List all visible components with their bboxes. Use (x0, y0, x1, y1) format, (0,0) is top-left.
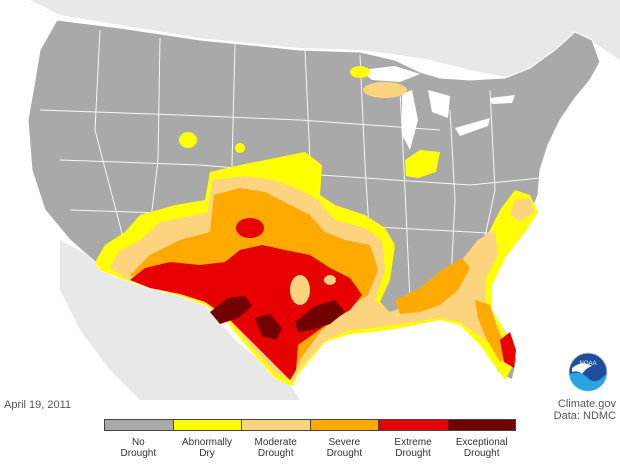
canada-land (0, 0, 620, 80)
legend-swatch-moderate (242, 420, 311, 430)
credit-source: Climate.gov (557, 398, 616, 410)
map-date: April 19, 2011 (4, 399, 72, 411)
credit-block: Climate.gov Data: NDMC (554, 398, 616, 422)
noaa-logo-text: NOAA (579, 361, 596, 367)
legend-swatch-no-drought (105, 420, 174, 430)
legend-swatch-extreme (379, 420, 448, 430)
moderate-pockets (290, 275, 336, 305)
legend-label-no-drought: No Drought (120, 437, 157, 459)
noaa-logo-icon: NOAA (568, 352, 608, 392)
drought-map (0, 0, 620, 400)
legend-label-extreme: Extreme Drought (394, 437, 432, 459)
legend-label-exceptional: Exceptional Drought (455, 437, 508, 459)
legend-label-severe: Severe Drought (326, 437, 363, 459)
map-canvas (0, 0, 620, 400)
mexico-land (60, 240, 300, 400)
great-lakes (360, 66, 515, 150)
legend-label-abnormally-dry: Abnormally Dry (181, 437, 233, 459)
legend-swatch-abnormally-dry (173, 420, 242, 430)
legend-labels: No Drought Abnormally Dry Moderate Drought … (104, 437, 516, 459)
credit-data: Data: NDMC (553, 410, 616, 422)
exceptional-drought-areas (210, 296, 345, 340)
legend-swatch-severe (310, 420, 379, 430)
legend-label-moderate: Moderate Drought (254, 437, 297, 459)
legend-color-bar (104, 419, 516, 431)
legend-swatch-exceptional (447, 420, 515, 430)
